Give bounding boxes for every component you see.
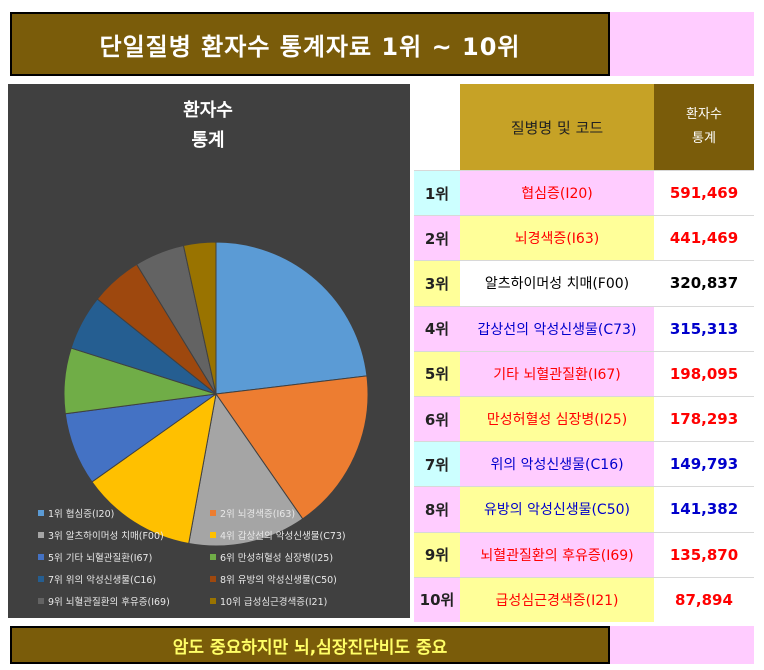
legend-label: 1위 협심증(I20) [48,509,115,520]
disease-name-cell: 기타 뇌혈관질환(I67) [460,351,654,396]
patient-count-cell: 315,313 [654,306,754,351]
legend-swatch [38,532,44,538]
legend-swatch [38,554,44,560]
patient-count-cell: 149,793 [654,442,754,487]
legend-item: 4위 갑상선의 악성신생물(C73) [210,528,400,542]
legend-label: 7위 위의 악성신생물(C16) [48,575,157,586]
table-row: 6위 만성허혈성 심장병(I25) 178,293 [414,395,754,442]
legend-label: 10위 급성심근경색증(I21) [220,597,328,608]
legend-item: 6위 만성허혈성 심장병(I25) [210,550,400,564]
header-value-cell: 환자수 통계 [654,84,754,170]
pie-slice-2 [215,375,369,520]
rank-cell: 4위 [414,306,460,351]
pie-slice-1 [215,241,368,395]
legend-row: 5위 기타 뇌혈관질환(I67) 6위 만성허혈성 심장병(I25) [38,546,408,568]
legend-swatch [210,532,216,538]
legend-row: 1위 협심증(I20) 2위 뇌경색증(I63) [38,502,408,524]
legend-swatch [38,510,44,516]
rank-cell: 1위 [414,171,460,216]
table-row: 7위 위의 악성신생물(C16) 149,793 [414,441,754,487]
rank-cell: 6위 [414,396,460,442]
legend-item: 9위 뇌혈관질환의 후유증(I69) [38,594,210,608]
chart-title-line2: 통계 [191,130,225,151]
table-row: 5위 기타 뇌혈관질환(I67) 198,095 [414,350,754,396]
patient-count-cell: 178,293 [654,396,754,442]
patient-count-cell: 135,870 [654,532,754,577]
decorative-box-top [610,12,754,76]
chart-title: 환자수 통계 [8,96,408,156]
legend-label: 6위 만성허혈성 심장병(I25) [220,553,334,564]
legend-label: 4위 갑상선의 악성신생물(C73) [220,531,346,542]
legend-label: 3위 알츠하이머성 치매(F00) [48,531,164,542]
table-row: 1위 협심증(I20) 591,469 [414,170,754,216]
legend-label: 9위 뇌혈관질환의 후유증(I69) [48,597,170,608]
disease-name-cell: 유방의 악성신생물(C50) [460,487,654,532]
header-rank-cell [414,84,460,170]
legend-swatch [38,576,44,582]
page-title: 단일질병 환자수 통계자료 1위 ~ 10위 [10,12,610,76]
header-value-line2: 통계 [692,131,716,146]
footer-banner: 암도 중요하지만 뇌,심장진단비도 중요 [10,626,610,664]
ranking-table: 질병명 및 코드 환자수 통계 1위 협심증(I20) 591,469 2위 뇌경색증(… [414,84,754,622]
patient-count-cell: 198,095 [654,351,754,396]
legend-item: 8위 유방의 악성신생물(C50) [210,572,400,586]
rank-cell: 3위 [414,261,460,306]
patient-count-cell: 591,469 [654,171,754,216]
rank-cell: 7위 [414,442,460,487]
table-row: 9위 뇌혈관질환의 후유증(I69) 135,870 [414,531,754,577]
table-row: 2위 뇌경색증(I63) 441,469 [414,215,754,261]
rank-cell: 8위 [414,487,460,532]
patient-count-cell: 441,469 [654,216,754,261]
rank-cell: 9위 [414,532,460,577]
legend-item: 2위 뇌경색증(I63) [210,506,400,520]
legend-row: 9위 뇌혈관질환의 후유증(I69) 10위 급성심근경색증(I21) [38,590,408,612]
table-row: 4위 갑상선의 악성신생물(C73) 315,313 [414,305,754,351]
legend-item: 7위 위의 악성신생물(C16) [38,572,210,586]
header-name-cell: 질병명 및 코드 [460,84,654,170]
patient-count-cell: 87,894 [654,577,754,622]
disease-name-cell: 뇌혈관질환의 후유증(I69) [460,532,654,577]
disease-name-cell: 급성심근경색증(I21) [460,577,654,622]
patient-count-cell: 141,382 [654,487,754,532]
rank-cell: 5위 [414,351,460,396]
legend-item: 10위 급성심근경색증(I21) [210,594,400,608]
pie-slice-4 [91,392,217,545]
legend-swatch [38,598,44,604]
header-value-line1: 환자수 [686,107,722,122]
legend-item: 3위 알츠하이머성 치매(F00) [38,528,210,542]
patient-count-cell: 320,837 [654,261,754,306]
legend-swatch [210,576,216,582]
legend-label: 8위 유방의 악성신생물(C50) [220,575,337,586]
table-row: 3위 알츠하이머성 치매(F00) 320,837 [414,260,754,306]
rank-cell: 2위 [414,216,460,261]
legend-item: 1위 협심증(I20) [38,506,210,520]
pie-slice-10 [182,241,217,395]
rank-cell: 10위 [414,577,460,622]
legend-row: 7위 위의 악성신생물(C16) 8위 유방의 악성신생물(C50) [38,568,408,590]
legend-item: 5위 기타 뇌혈관질환(I67) [38,550,210,564]
pie-slice-3 [188,392,304,547]
table-body: 1위 협심증(I20) 591,469 2위 뇌경색증(I63) 441,469 3위 알츠하… [414,170,754,622]
decorative-box-bottom [610,626,754,664]
disease-name-cell: 알츠하이머성 치매(F00) [460,261,654,306]
pie-chart [63,241,369,547]
disease-name-cell: 뇌경색증(I63) [460,216,654,261]
table-row: 8위 유방의 악성신생물(C50) 141,382 [414,486,754,532]
disease-name-cell: 협심증(I20) [460,171,654,216]
chart-title-line1: 환자수 [183,100,233,121]
legend-label: 5위 기타 뇌혈관질환(I67) [48,553,153,564]
table-row: 10위 급성심근경색증(I21) 87,894 [414,576,754,622]
table-header: 질병명 및 코드 환자수 통계 [414,84,754,170]
legend-label: 2위 뇌경색증(I63) [220,509,296,520]
disease-name-cell: 갑상선의 악성신생물(C73) [460,306,654,351]
pie-chart-panel: 환자수 통계 1위 협심증(I20) 2위 뇌경색증(I63) 3위 알츠하이머성 … [8,84,410,618]
disease-name-cell: 만성허혈성 심장병(I25) [460,396,654,442]
chart-legend: 1위 협심증(I20) 2위 뇌경색증(I63) 3위 알츠하이머성 치매(F00)… [38,502,408,612]
legend-row: 3위 알츠하이머성 치매(F00) 4위 갑상선의 악성신생물(C73) [38,524,408,546]
legend-swatch [210,598,216,604]
legend-swatch [210,510,216,516]
disease-name-cell: 위의 악성신생물(C16) [460,442,654,487]
legend-swatch [210,554,216,560]
